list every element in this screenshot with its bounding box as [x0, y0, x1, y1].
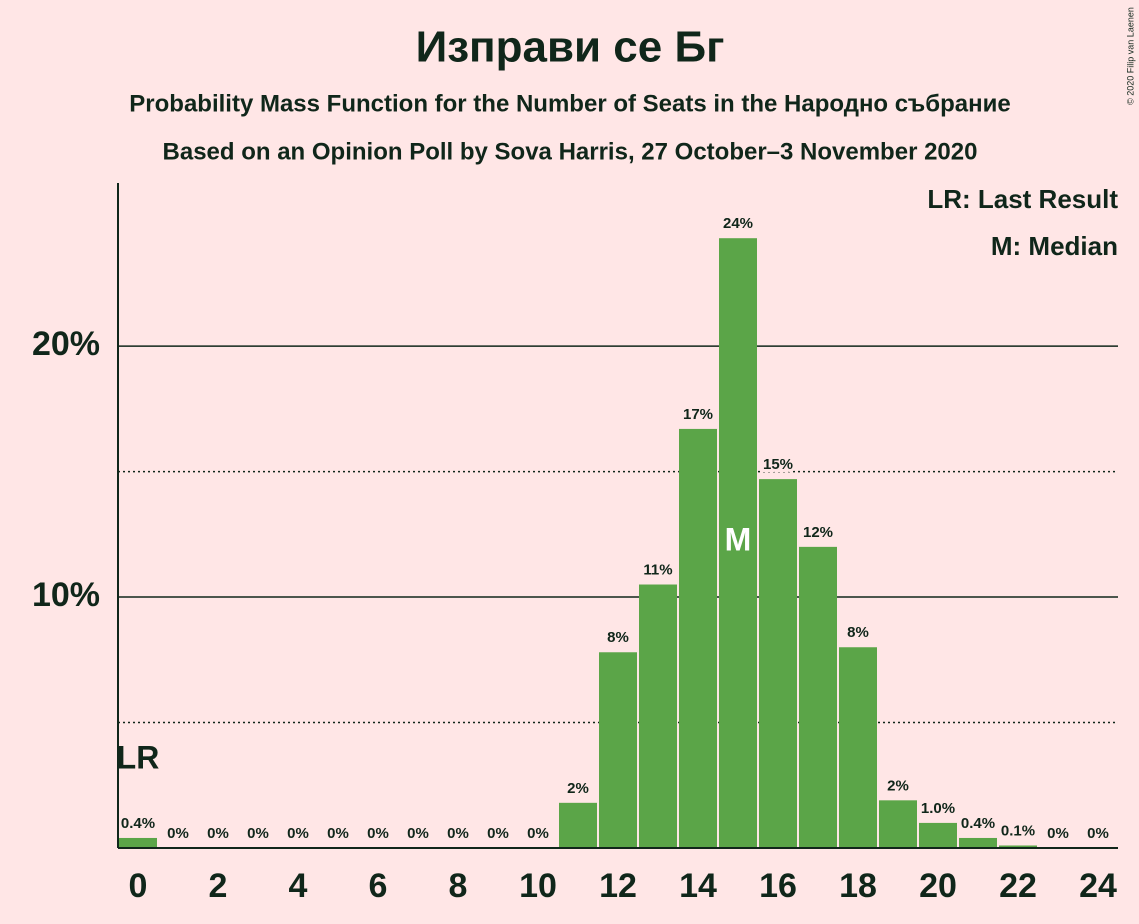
x-tick-label: 16	[759, 867, 797, 905]
value-label: 0%	[327, 825, 349, 842]
value-label: 0%	[1047, 825, 1069, 842]
value-label: 0%	[207, 825, 229, 842]
value-label: 8%	[607, 629, 629, 646]
value-label: 0%	[287, 825, 309, 842]
bar	[119, 837, 157, 848]
bar	[719, 238, 757, 849]
value-label: 0.4%	[121, 815, 155, 832]
value-label: 24%	[723, 215, 753, 232]
bar	[999, 845, 1037, 848]
value-label: 2%	[887, 777, 909, 794]
value-label: 2%	[567, 780, 589, 797]
bar	[839, 647, 877, 848]
x-tick-label: 6	[369, 867, 388, 905]
value-label: 0.4%	[961, 815, 995, 832]
bar	[559, 802, 597, 848]
annotation: LR	[117, 739, 160, 775]
value-label: 0%	[247, 825, 269, 842]
x-tick-label: 4	[289, 867, 308, 905]
x-tick-label: 14	[679, 867, 717, 905]
value-label: 0%	[407, 825, 429, 842]
chart-subtitle: Based on an Opinion Poll by Sova Harris,…	[163, 138, 978, 165]
x-tick-label: 12	[599, 867, 637, 905]
value-label: 0%	[1087, 825, 1109, 842]
chart-title: Изправи се Бг	[416, 23, 725, 72]
bar	[759, 479, 797, 848]
value-label: 12%	[803, 524, 833, 541]
value-label: 0.1%	[1001, 822, 1035, 839]
y-tick-label: 20%	[32, 325, 100, 363]
legend-entry: LR: Last Result	[927, 184, 1118, 214]
bar	[879, 800, 917, 848]
x-tick-label: 24	[1079, 867, 1117, 905]
x-tick-label: 2	[209, 867, 228, 905]
bar	[679, 428, 717, 848]
value-label: 15%	[763, 456, 793, 473]
copyright: © 2020 Filip van Laenen	[1125, 7, 1135, 105]
value-label: 0%	[487, 825, 509, 842]
value-label: 0%	[367, 825, 389, 842]
x-tick-label: 0	[129, 867, 148, 905]
x-tick-label: 10	[519, 867, 557, 905]
value-label: 8%	[847, 624, 869, 641]
bar	[599, 652, 637, 848]
bar	[919, 822, 957, 848]
x-tick-label: 8	[449, 867, 468, 905]
chart-subtitle: Probability Mass Function for the Number…	[129, 90, 1010, 117]
x-tick-label: 18	[839, 867, 877, 905]
x-tick-label: 22	[999, 867, 1037, 905]
value-label: 11%	[643, 561, 672, 578]
legend-entry: M: Median	[991, 231, 1118, 261]
bar	[639, 584, 677, 848]
bar	[799, 546, 837, 848]
value-label: 1.0%	[921, 800, 955, 817]
value-label: 0%	[527, 825, 549, 842]
value-label: 0%	[447, 825, 469, 842]
bar	[959, 837, 997, 848]
x-tick-label: 20	[919, 867, 957, 905]
value-label: 17%	[683, 406, 713, 423]
value-label: 0%	[167, 825, 189, 842]
annotation: M	[725, 522, 752, 558]
y-tick-label: 10%	[32, 576, 100, 614]
